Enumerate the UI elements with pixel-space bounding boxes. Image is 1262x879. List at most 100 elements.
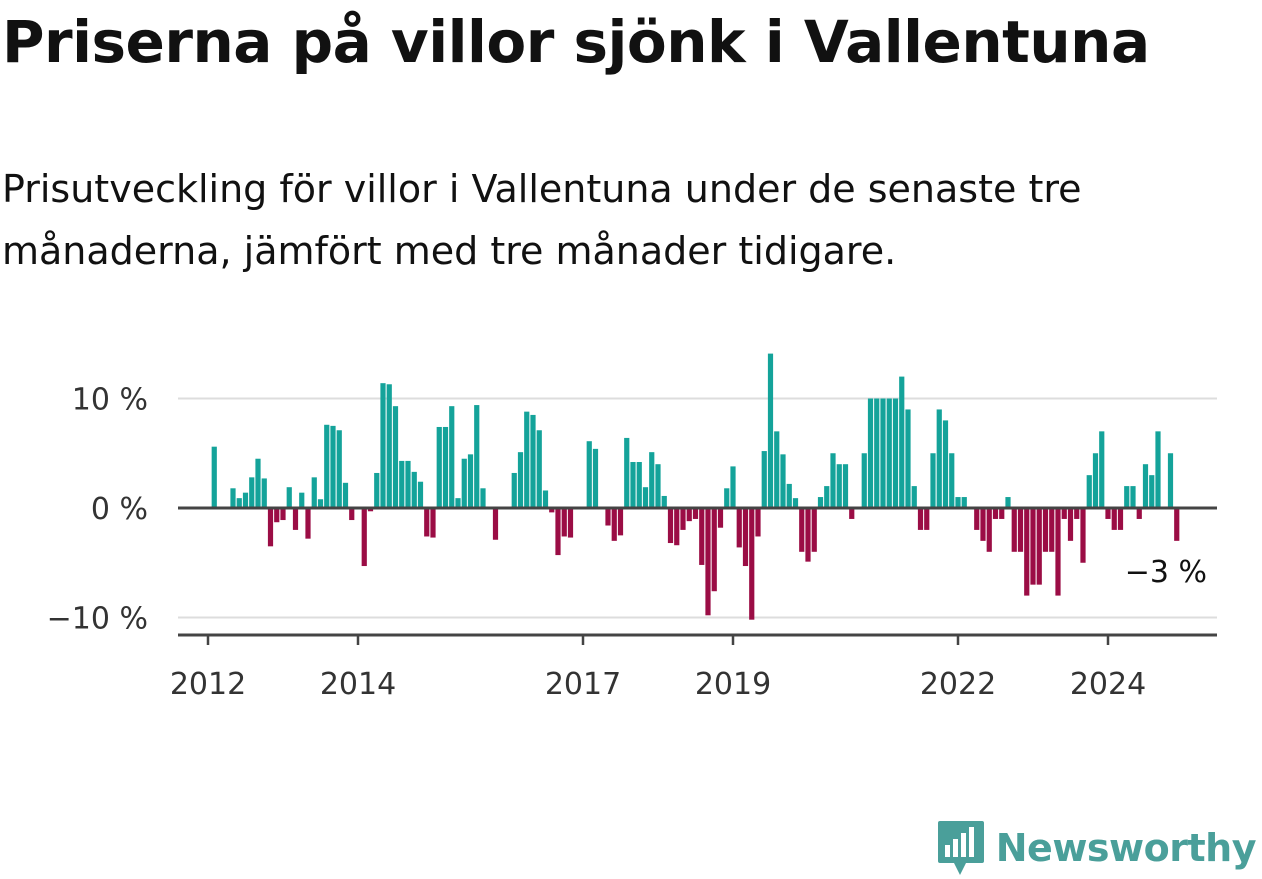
bar — [949, 453, 955, 508]
bar — [311, 477, 317, 508]
bar — [530, 414, 536, 508]
bar — [1124, 486, 1130, 508]
bar — [1142, 464, 1149, 508]
bar — [411, 471, 417, 508]
bar — [255, 458, 261, 508]
bar — [774, 431, 780, 508]
bar — [561, 508, 567, 537]
bar — [1105, 508, 1111, 519]
bar — [305, 508, 311, 539]
axes — [178, 506, 1217, 645]
bar — [555, 508, 561, 556]
bar — [636, 462, 642, 508]
bar — [586, 441, 592, 508]
bar — [1130, 486, 1136, 508]
bar — [1005, 497, 1011, 508]
bar — [336, 430, 342, 508]
bar — [380, 383, 386, 508]
bar — [399, 460, 405, 508]
bar — [924, 508, 930, 530]
bar — [905, 409, 911, 508]
bar — [767, 353, 774, 508]
bar — [717, 508, 724, 528]
x-tick-label: 2014 — [320, 667, 396, 702]
bar — [592, 448, 599, 508]
bar — [955, 497, 961, 508]
bar — [1030, 508, 1036, 585]
bar — [642, 487, 649, 508]
x-tick-label: 2017 — [545, 667, 621, 702]
bar — [424, 508, 430, 537]
bar — [711, 508, 717, 592]
bar — [236, 498, 242, 508]
bar — [611, 508, 617, 541]
bar — [1167, 453, 1174, 508]
bar — [936, 409, 942, 508]
bar — [249, 477, 255, 508]
x-tick-label: 2012 — [170, 667, 246, 702]
bar — [824, 486, 830, 508]
bar — [330, 425, 336, 508]
bar — [930, 453, 936, 508]
bar — [1092, 453, 1099, 508]
bar — [267, 508, 274, 547]
bar — [430, 508, 436, 538]
bar — [1017, 508, 1024, 552]
bar — [280, 508, 286, 521]
bar — [524, 411, 530, 508]
bar — [1117, 508, 1124, 530]
last-value-label: −3 % — [1125, 555, 1207, 590]
bar — [1174, 508, 1180, 541]
bar — [699, 508, 705, 565]
bar — [742, 508, 749, 567]
bar — [480, 488, 486, 508]
axis-labels: 10 % 0 % −10 % 2012 2014 2017 2019 2022 2024 −3 % — [47, 383, 1207, 703]
bar — [1024, 508, 1030, 596]
bar — [880, 398, 886, 508]
bar — [367, 508, 374, 512]
bar — [811, 508, 817, 552]
bar — [442, 426, 449, 508]
bar — [836, 464, 842, 508]
bar — [805, 508, 811, 562]
bar — [517, 452, 524, 508]
bar — [624, 437, 630, 508]
bar — [661, 495, 667, 508]
bar — [617, 508, 624, 536]
bar — [1042, 508, 1049, 552]
bar — [405, 460, 411, 508]
bar — [317, 499, 324, 508]
bar — [799, 508, 805, 552]
brand-logo[interactable]: Newsworthy — [936, 819, 1257, 877]
bar — [461, 458, 467, 508]
bar — [549, 508, 555, 513]
bar — [1155, 431, 1161, 508]
bar — [942, 420, 949, 508]
bar — [649, 452, 655, 508]
newsworthy-logo-icon — [937, 821, 984, 875]
bar — [755, 508, 761, 537]
bar — [455, 498, 461, 508]
bar — [899, 376, 905, 508]
bar — [417, 481, 424, 508]
x-tick-label: 2022 — [920, 667, 996, 702]
bar — [286, 487, 292, 508]
bar — [680, 508, 686, 530]
bar — [830, 453, 836, 508]
bar — [467, 454, 474, 508]
bar — [261, 478, 267, 508]
bar — [1067, 508, 1074, 541]
bar — [299, 492, 305, 508]
bar — [274, 508, 280, 523]
bar — [1149, 475, 1155, 508]
bar — [474, 405, 480, 508]
bar — [724, 488, 730, 508]
bar — [730, 466, 736, 508]
bar — [292, 508, 299, 530]
bar — [324, 424, 330, 508]
bar — [705, 508, 711, 616]
bar — [1061, 508, 1067, 519]
bar — [892, 398, 899, 508]
x-tick-label: 2019 — [695, 667, 771, 702]
